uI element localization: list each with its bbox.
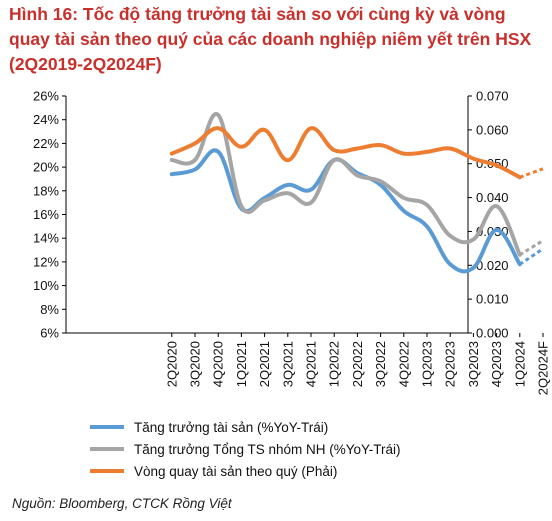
x-tick-label: 3Q2021: [280, 341, 295, 387]
y-left-tick-label: 22%: [33, 136, 59, 151]
y-left-tick-label: 18%: [33, 183, 59, 198]
x-tick-label: 2Q2021: [257, 341, 272, 387]
x-tick-label: 1Q2024: [512, 341, 527, 387]
y-left-tick-label: 12%: [33, 254, 59, 269]
series-3-line: [169, 126, 522, 180]
y-left-tick-label: 20%: [33, 160, 59, 175]
legend: Tăng trưởng tài sản (%YoY-Trái) Tăng trưở…: [90, 420, 401, 479]
y-right-tick-label: 0.010: [476, 292, 509, 307]
legend-label-3: Vòng quay tài sản theo quý (Phải): [134, 464, 337, 479]
chart-title: Hình 16: Tốc độ tăng trưởng tài sản so v…: [9, 4, 532, 74]
series-1-forecast-line: [518, 247, 544, 266]
y-right-tick-label: 0.020: [476, 258, 509, 273]
y-left-tick-label: 24%: [33, 112, 59, 127]
y-right-tick-label: 0.040: [476, 190, 509, 205]
source-note: Nguồn: Bloomberg, CTCK Rồng Việt: [12, 496, 232, 511]
x-tick-label: 2Q2023: [443, 341, 458, 387]
legend-label-1: Tăng trưởng tài sản (%YoY-Trái): [134, 420, 328, 435]
x-tick-label: 3Q2023: [466, 341, 481, 387]
x-tick-label: 1Q2021: [234, 341, 249, 387]
y-left-tick-label: 14%: [33, 231, 59, 246]
x-tick-label: 3Q2022: [373, 341, 388, 387]
x-tick-label: 2Q2020: [164, 341, 179, 387]
axes: 6% 8% 10% 12% 14% 16% 18% 20% 22% 24% 26% 0.000 0.01…: [33, 89, 551, 396]
x-tick-label: 1Q2022: [327, 341, 342, 387]
y-right-tick-label: 0.060: [476, 122, 509, 137]
series-lines: [169, 112, 544, 274]
x-tick-label: 4Q2022: [396, 341, 411, 387]
y-left-tick-label: 6%: [40, 326, 59, 341]
series-2-forecast-line: [519, 239, 544, 257]
x-tick-label: 2Q2022: [350, 341, 365, 387]
y-right-tick-label: 0.070: [476, 89, 509, 104]
y-left-tick-label: 8%: [40, 302, 59, 317]
y-right-tick-label: 0.000: [476, 326, 509, 341]
x-tick-label: 4Q2023: [489, 341, 504, 387]
x-tick-label: 1Q2023: [420, 341, 435, 387]
y-left-tick-label: 10%: [33, 278, 59, 293]
x-tick-label: 2Q2024F: [536, 341, 551, 395]
x-tick-label: 3Q2020: [188, 341, 203, 387]
series-2-line: [169, 112, 522, 257]
legend-label-2: Tăng trưởng Tổng TS nhóm NH (%YoY-Trái): [134, 442, 401, 457]
x-tick-label: 4Q2020: [211, 341, 226, 387]
x-tick-label: 4Q2021: [304, 341, 319, 387]
y-left-tick-label: 16%: [33, 207, 59, 222]
y-left-tick-label: 26%: [33, 89, 59, 104]
series-3-forecast-line: [519, 167, 544, 179]
